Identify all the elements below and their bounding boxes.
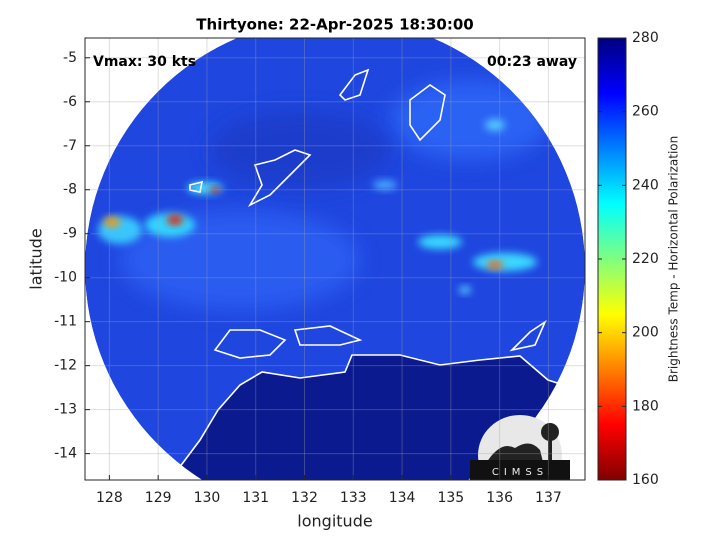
- logo-text: CIMSS: [492, 467, 548, 478]
- y-tick-label: -13: [54, 402, 77, 418]
- colorbar-tick-label: 180: [632, 398, 659, 414]
- y-tick-label: -9: [63, 226, 77, 242]
- x-tick-label: 133: [340, 490, 367, 506]
- x-tick-label: 137: [535, 490, 562, 506]
- x-tick-label: 129: [145, 490, 172, 506]
- colorbar-tick-label: 160: [632, 472, 659, 488]
- colorbar-label: Brightness Temp - Horizontal Polarizatio…: [667, 136, 681, 383]
- x-tick-label: 134: [389, 490, 416, 506]
- axes-box: [84, 37, 586, 481]
- y-tick-label: -6: [63, 94, 77, 110]
- colorbar-tick-label: 260: [632, 104, 659, 120]
- y-tick-label: -12: [54, 358, 77, 374]
- image-layer: CIMSS: [85, 38, 585, 480]
- y-axis-label: latitude: [27, 228, 46, 289]
- colorbar-tick-label: 220: [632, 251, 659, 267]
- x-tick-label: 128: [96, 490, 123, 506]
- colorbar-tick-label: 240: [632, 177, 659, 193]
- x-tick-label: 130: [194, 490, 221, 506]
- logo: CIMSS: [470, 415, 570, 480]
- y-tick-label: -8: [63, 182, 77, 198]
- colorbar: [597, 37, 627, 481]
- y-tick-label: -14: [54, 446, 77, 462]
- annotation: 00:23 away: [487, 54, 577, 70]
- chart-title: Thirtyone: 22-Apr-2025 18:30:00: [196, 16, 473, 34]
- y-tick-label: -10: [54, 270, 77, 286]
- x-axis-label: longitude: [297, 512, 372, 531]
- x-tick-label: 132: [291, 490, 318, 506]
- y-tick-label: -5: [63, 50, 77, 66]
- colorbar-tick-label: 200: [632, 325, 659, 341]
- y-tick-label: -7: [63, 138, 77, 154]
- y-tick-label: -11: [54, 314, 77, 330]
- colorbar-tick-label: 280: [632, 30, 659, 46]
- x-tick-label: 136: [486, 490, 513, 506]
- x-tick-label: 135: [437, 490, 464, 506]
- annotation: Vmax: 30 kts: [93, 54, 196, 70]
- x-tick-label: 131: [242, 490, 269, 506]
